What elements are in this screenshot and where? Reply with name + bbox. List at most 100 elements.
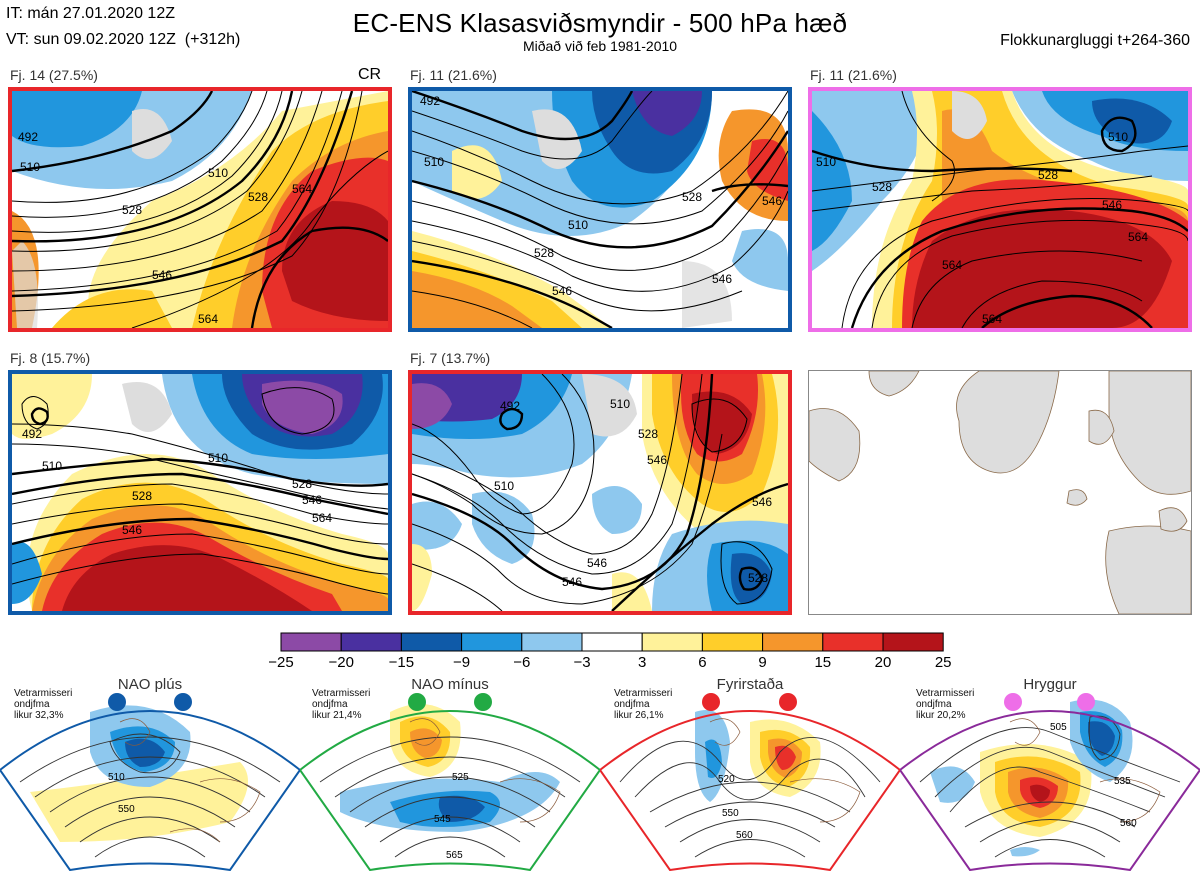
contour-label: 510 (494, 479, 514, 493)
contour-label: 564 (292, 182, 312, 196)
colorbar-tick-label: 9 (758, 654, 767, 671)
regime-contour-label: 565 (446, 850, 463, 861)
contour-label: 546 (122, 523, 142, 537)
colorbar-tick-label: −25 (268, 654, 294, 671)
contour-label: 492 (500, 399, 520, 413)
colorbar-tick-label: 15 (814, 654, 832, 671)
contour-label: 528 (292, 477, 312, 491)
cluster-map-5: 492 510 510 528 546 546 528 546 546 (408, 370, 792, 615)
contour-label: 546 (712, 272, 732, 286)
regime-contour-label: 510 (108, 772, 125, 783)
contour-label: 528 (682, 190, 702, 204)
valid-time: VT: sun 09.02.2020 12Z (+312h) (6, 31, 241, 48)
colorbar-swatch (280, 632, 342, 652)
regime-note: Vetrarmisseri ondjfma likur 26,1% (614, 688, 673, 721)
cluster-map-3: 510 510 528 546 564 564 564 528 (808, 87, 1192, 332)
contour-label: 528 (122, 203, 142, 217)
regime-contour-label: 505 (1050, 722, 1067, 733)
contour-label: 510 (1108, 130, 1128, 144)
colorbar-swatch (340, 632, 402, 652)
regime-ridge: 505 535 560 (898, 672, 1200, 872)
cluster-map-1: 492 510 510 528 546 564 564 528 (8, 87, 392, 332)
panel-1-label: Fj. 14 (27.5%) (10, 67, 98, 83)
colorbar-swatch (701, 632, 764, 652)
contour-label: 510 (568, 218, 588, 232)
regime-title: NAO mínus (411, 676, 489, 693)
colorbar-tick-label: 25 (934, 654, 952, 671)
contour-label: 546 (647, 453, 667, 467)
panel-4-label: Fj. 8 (15.7%) (10, 350, 91, 366)
regime-contour-label: 550 (118, 804, 135, 815)
colorbar-swatch (641, 632, 703, 652)
contour-label: 546 (587, 556, 607, 570)
contour-label: 528 (872, 180, 892, 194)
panel-3-label: Fj. 11 (21.6%) (810, 67, 897, 83)
classification-window: Flokkunargluggi t+264-360 (1000, 32, 1190, 49)
colorbar-swatch (581, 632, 643, 652)
panel-1-cr-tag: CR (358, 66, 382, 83)
regime-note: Vetrarmisseri ondjfma likur 21,4% (312, 688, 371, 721)
regime-contour-label: 560 (736, 830, 753, 841)
regime-title: Fyrirstaða (716, 676, 784, 693)
contour-label: 546 (762, 194, 782, 208)
regime-blocking: 520 550 560 (598, 672, 902, 872)
colorbar-tick-label: −15 (388, 654, 415, 671)
colorbar-swatch (461, 632, 523, 652)
contour-label: 510 (208, 166, 228, 180)
contour-label: 564 (982, 312, 1002, 326)
colorbar-tick-label: 20 (874, 654, 892, 671)
contour-label: 528 (638, 427, 658, 441)
contour-label: 528 (248, 190, 268, 204)
contour-label: 564 (198, 312, 218, 326)
colorbar-tick-label: −3 (573, 654, 591, 671)
contour-label: 510 (816, 155, 836, 169)
contour-label: 528 (1038, 168, 1058, 182)
regime-note: Vetrarmisseri ondjfma likur 32,3% (14, 688, 73, 721)
contour-label: 510 (610, 397, 630, 411)
page-title: EC-ENS Klasasviðsmyndir - 500 hPa hæð (352, 8, 848, 38)
page-subtitle: Miðað við feb 1981-2010 (522, 38, 678, 54)
colorbar-swatch (822, 632, 884, 652)
contour-label: 564 (312, 511, 332, 525)
colorbar-tick-label: −6 (513, 654, 531, 671)
regime-nao-plus: 510 550 (0, 672, 302, 872)
regime-contour-label: 525 (452, 772, 469, 783)
cluster-map-2: 492 510 510 528 528 546 546 546 (408, 87, 792, 332)
contour-label: 546 (562, 575, 582, 589)
contour-label: 510 (42, 459, 62, 473)
contour-label: 528 (748, 571, 768, 585)
contour-label: 492 (22, 427, 42, 441)
contour-label: 564 (942, 258, 962, 272)
regime-nao-minus: 525 545 565 (298, 672, 602, 872)
contour-label: 564 (1128, 230, 1148, 244)
contour-label: 546 (302, 493, 322, 507)
colorbar-tick-label: −9 (453, 654, 471, 671)
contour-label: 546 (152, 268, 172, 282)
colorbar-swatch (762, 632, 824, 652)
contour-label: 492 (420, 94, 440, 108)
panel-5-label: Fj. 7 (13.7%) (410, 350, 491, 366)
panel-2-label: Fj. 11 (21.6%) (410, 67, 497, 83)
init-time: IT: mán 27.01.2020 12Z (6, 5, 175, 22)
contour-label: 492 (18, 130, 38, 144)
regime-contour-label: 560 (1120, 818, 1137, 829)
contour-label: 510 (208, 451, 228, 465)
colorbar (280, 632, 944, 657)
contour-label: 546 (552, 284, 572, 298)
empty-base-map (808, 370, 1192, 615)
colorbar-swatch (400, 632, 463, 652)
contour-label: 510 (424, 155, 444, 169)
cluster-map-4: 492 510 510 528 528 546 546 564 (8, 370, 392, 615)
regime-contour-label: 520 (718, 774, 735, 785)
regime-contour-label: 545 (434, 814, 451, 825)
colorbar-swatch (882, 632, 944, 652)
regime-title: NAO plús (117, 676, 183, 693)
regime-title: Hryggur (1023, 676, 1077, 693)
colorbar-tick-label: 3 (638, 654, 647, 671)
regime-contour-label: 535 (1114, 776, 1131, 787)
colorbar-swatch (521, 632, 583, 652)
contour-label: 510 (20, 160, 40, 174)
contour-label: 546 (752, 495, 772, 509)
regime-contour-label: 550 (722, 808, 739, 819)
contour-label: 546 (1102, 198, 1122, 212)
